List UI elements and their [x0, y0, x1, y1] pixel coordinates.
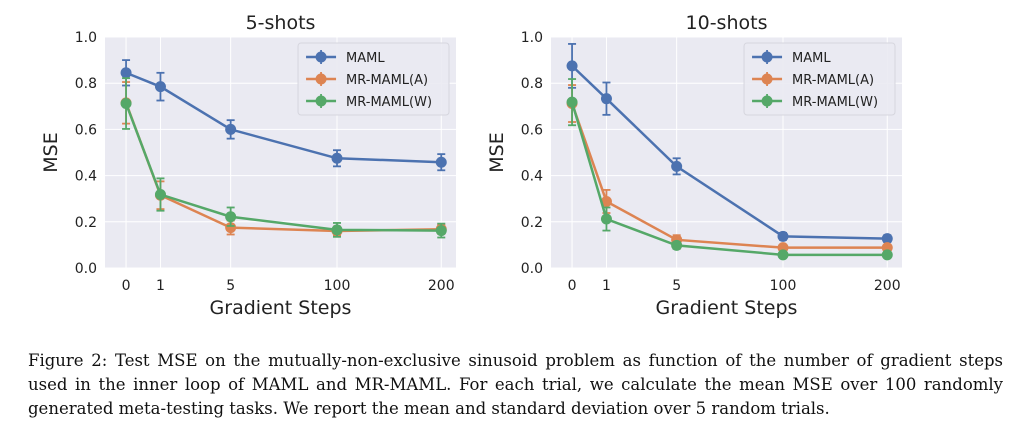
y-tick-label: 0.6	[75, 122, 97, 138]
y-tick-label: 0.8	[521, 76, 543, 92]
x-tick-label: 100	[324, 278, 351, 294]
legend-marker	[761, 51, 773, 63]
x-axis-label: Gradient Steps	[656, 297, 798, 319]
x-tick-label: 200	[428, 278, 455, 294]
legend-label: MR-MAML(W)	[792, 95, 878, 110]
x-tick-label: 5	[226, 278, 235, 294]
data-point	[331, 152, 343, 164]
data-point	[225, 222, 237, 234]
data-point	[435, 225, 447, 237]
x-tick-label: 0	[122, 278, 131, 294]
legend-box	[297, 42, 450, 116]
data-point	[120, 98, 132, 110]
figure: 0.0 0.2 0.4 0.6 0.8 1.0 0 1 5 100 200 5-shots Gradie…	[40, 12, 902, 319]
x-tick-label: 1	[156, 278, 165, 294]
data-point	[777, 249, 789, 261]
data-point	[671, 239, 683, 251]
data-point	[881, 249, 893, 261]
y-tick-label: 0.8	[75, 76, 97, 92]
legend-marker	[761, 73, 773, 85]
y-tick-label: 0.2	[75, 215, 97, 231]
legend-box	[743, 42, 896, 116]
series-mr-maml-w-	[566, 78, 893, 261]
data-point	[671, 160, 683, 172]
legend-label: MAML	[792, 51, 831, 66]
y-tick-label: 0.6	[521, 122, 543, 138]
figure-caption: Figure 2: Test MSE on the mutually-non-e…	[28, 351, 1003, 418]
legend-label: MR-MAML(W)	[346, 95, 432, 110]
data-point	[435, 156, 447, 168]
data-point	[881, 233, 893, 245]
series-mr-maml-w-	[120, 77, 447, 239]
data-point	[777, 230, 789, 242]
legend-label: MR-MAML(A)	[346, 73, 428, 88]
y-tick-label: 0.4	[521, 169, 543, 185]
legend-marker	[315, 73, 327, 85]
data-point	[331, 224, 343, 236]
series-maml	[566, 43, 893, 245]
legend-marker	[761, 95, 773, 107]
legend: MAML MR-MAML(A) MR-MAML(W)	[743, 42, 896, 116]
legend-marker	[315, 95, 327, 107]
chart-panel-1: 0.0 0.2 0.4 0.6 0.8 1.0 0 1 5 100 200 5-shots Gradie…	[40, 12, 456, 319]
series-maml	[120, 59, 447, 172]
y-tick-label: 1.0	[521, 30, 543, 46]
x-axis-label: Gradient Steps	[210, 297, 352, 319]
legend: MAML MR-MAML(A) MR-MAML(W)	[297, 42, 450, 116]
data-point	[600, 195, 612, 207]
y-tick-label: 0.2	[521, 215, 543, 231]
data-point	[225, 123, 237, 135]
legend-marker	[315, 51, 327, 63]
data-point	[566, 96, 578, 108]
data-point	[154, 81, 166, 93]
data-point	[566, 60, 578, 72]
x-tick-label: 200	[874, 278, 901, 294]
data-point	[154, 189, 166, 201]
y-tick-label: 0.0	[75, 261, 97, 277]
x-tick-label: 100	[770, 278, 797, 294]
y-tick-label: 0.4	[75, 169, 97, 185]
legend-label: MR-MAML(A)	[792, 73, 874, 88]
x-tick-label: 1	[602, 278, 611, 294]
y-tick-label: 0.0	[521, 261, 543, 277]
data-point	[120, 67, 132, 79]
legend-label: MAML	[346, 51, 385, 66]
data-point	[600, 213, 612, 225]
y-axis-label: MSE	[40, 132, 62, 172]
data-point	[225, 211, 237, 223]
chart-title: 10-shots	[686, 12, 768, 34]
data-point	[600, 93, 612, 105]
y-tick-label: 1.0	[75, 30, 97, 46]
x-tick-label: 0	[568, 278, 577, 294]
chart-panel-2: 0.0 0.2 0.4 0.6 0.8 1.0 0 1 5 100 200 10-shots Gradi…	[486, 12, 902, 319]
x-tick-label: 5	[672, 278, 681, 294]
chart-title: 5-shots	[246, 12, 316, 34]
y-axis-label: MSE	[486, 132, 508, 172]
